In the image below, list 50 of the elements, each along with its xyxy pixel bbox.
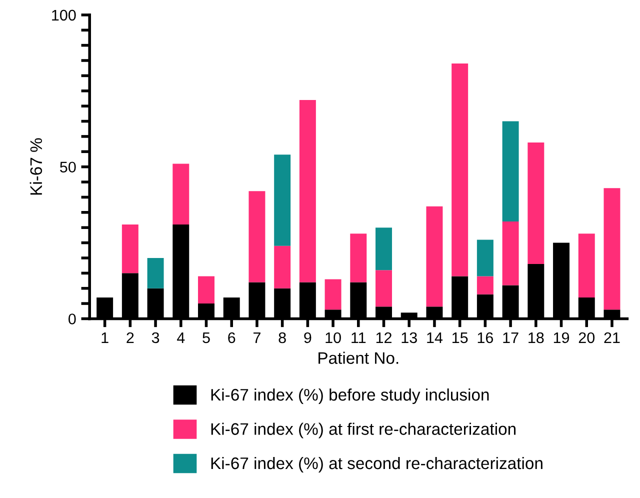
x-tick-label: 12 bbox=[376, 332, 392, 343]
bar bbox=[376, 228, 392, 270]
legend-label: Ki-67 index (%) before study inclusion bbox=[211, 388, 489, 404]
bar bbox=[122, 224, 138, 274]
x-tick-label: 2 bbox=[126, 332, 134, 343]
x-tick-label: 20 bbox=[578, 332, 595, 344]
x-tick-label: 18 bbox=[528, 332, 544, 344]
x-tick-label: 4 bbox=[176, 332, 185, 343]
x-tick-label: 16 bbox=[478, 332, 494, 344]
x-tick-label: 11 bbox=[352, 332, 366, 343]
bar bbox=[452, 64, 468, 276]
x-tick-label: 9 bbox=[304, 332, 312, 344]
x-tick-label: 17 bbox=[503, 332, 518, 343]
x-tick-label: 19 bbox=[554, 332, 570, 344]
x-tick-label: 14 bbox=[427, 332, 443, 343]
bar bbox=[528, 142, 544, 264]
x-axis-title: Patient No. bbox=[318, 352, 398, 364]
y-tick-label: 50 bbox=[60, 162, 76, 173]
legend-label: Ki-67 index (%) at first re-characterization bbox=[211, 422, 516, 438]
x-tick-label: 15 bbox=[452, 332, 468, 344]
legend-label: Ki-67 index (%) at second re-characterization bbox=[211, 456, 542, 472]
x-tick-label: 10 bbox=[326, 332, 341, 344]
x-tick-label: 1 bbox=[102, 332, 108, 343]
bar bbox=[172, 164, 190, 225]
y-tick-label: 100 bbox=[52, 10, 76, 21]
bar bbox=[274, 154, 291, 246]
bar bbox=[578, 234, 595, 298]
bar bbox=[502, 222, 519, 286]
bar bbox=[502, 121, 519, 222]
bar bbox=[476, 276, 494, 294]
bar bbox=[350, 234, 367, 282]
x-tick-label: 8 bbox=[278, 332, 286, 344]
bar bbox=[604, 188, 620, 310]
bar bbox=[299, 100, 316, 282]
x-tick-label: 21 bbox=[604, 332, 620, 343]
x-tick-label: 5 bbox=[202, 332, 210, 344]
x-tick-label: 3 bbox=[152, 332, 160, 344]
bar bbox=[476, 240, 494, 276]
bar bbox=[324, 279, 342, 310]
x-tick-label: 6 bbox=[228, 332, 236, 344]
bar bbox=[147, 258, 164, 288]
x-tick-label: 7 bbox=[254, 332, 260, 343]
bar bbox=[376, 270, 392, 307]
x-tick-label: 13 bbox=[402, 332, 417, 344]
bar bbox=[426, 206, 443, 307]
y-tick-label: 0 bbox=[68, 314, 76, 324]
y-axis-title: Ki-67 % bbox=[30, 138, 42, 195]
bar bbox=[274, 246, 291, 288]
bar bbox=[198, 276, 214, 304]
bar bbox=[248, 191, 266, 282]
